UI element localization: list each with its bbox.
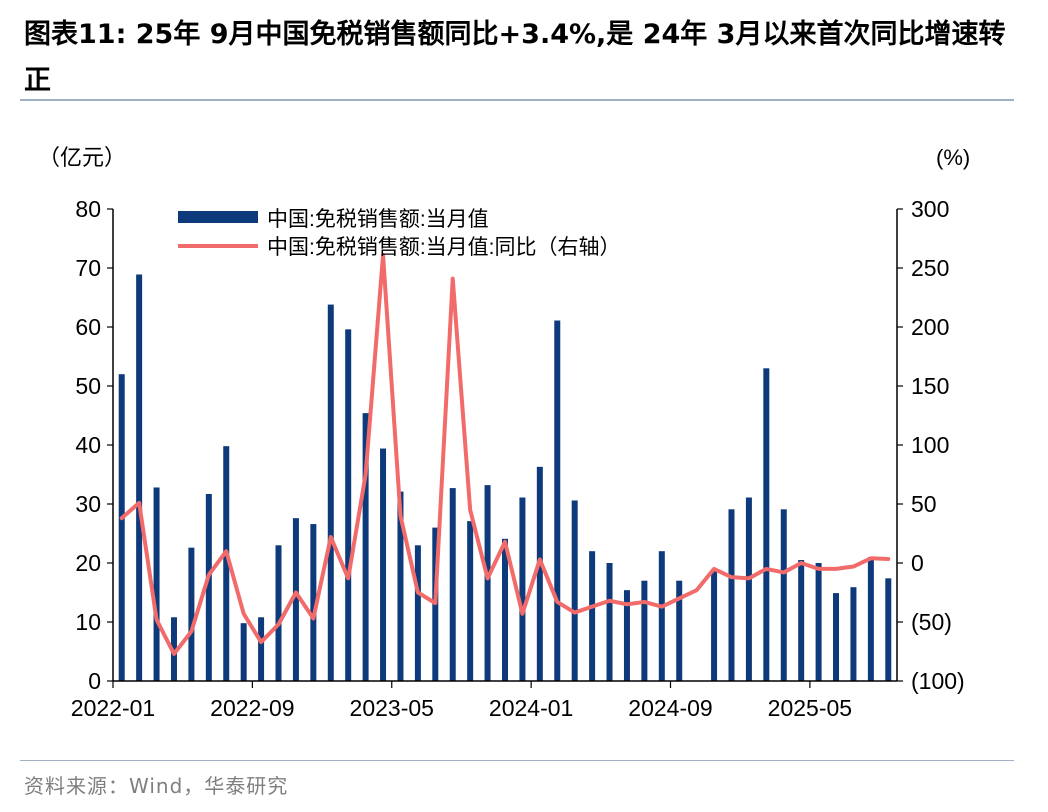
left-tick-label: 80	[75, 196, 101, 222]
legend-bar-swatch	[178, 211, 258, 223]
bar-2022-12	[310, 524, 317, 681]
left-axis-unit: （亿元）	[38, 145, 126, 170]
bar-2023-03	[362, 413, 369, 681]
bar-2025-01	[745, 497, 752, 681]
right-axis-unit: (%)	[936, 145, 970, 170]
legend-line-label: 中国:免税销售额:当月值:同比（右轴）	[267, 236, 621, 259]
bar-2022-10	[275, 545, 282, 681]
source-divider	[20, 760, 1014, 761]
bar-2025-03	[780, 509, 787, 681]
x-tick-label: 2025-05	[768, 695, 852, 721]
right-tick-label: 300	[911, 196, 949, 222]
x-tick-label: 2024-09	[628, 695, 712, 721]
left-tick-label: 40	[75, 432, 101, 458]
x-tick-label: 2022-01	[71, 695, 155, 721]
bar-2024-02	[554, 320, 561, 681]
bar-2024-08	[658, 551, 665, 681]
right-tick-label: 0	[911, 550, 924, 576]
right-tick-label: 250	[911, 255, 949, 281]
bar-2023-02	[345, 329, 352, 681]
bar-2023-05	[397, 491, 404, 681]
bar-2024-05	[606, 563, 613, 681]
bar-2022-08	[240, 623, 247, 681]
bar-2025-04	[798, 560, 805, 681]
x-tick-label: 2024-01	[489, 695, 573, 721]
left-tick-label: 20	[75, 550, 101, 576]
bar-2024-07	[641, 580, 648, 681]
right-tick-label: (100)	[911, 668, 965, 694]
chart-title: 图表11: 25年 9月中国免税销售额同比+3.4%,是 24年 3月以来首次同…	[24, 19, 1006, 96]
bar-2022-07	[223, 446, 230, 681]
right-tick-label: (50)	[911, 609, 952, 635]
left-tick-label: 0	[88, 668, 101, 694]
bar-2025-02	[763, 368, 770, 681]
bar-2023-01	[327, 304, 334, 681]
legend-bar-label: 中国:免税销售额:当月值	[267, 208, 489, 231]
bar-2025-09	[885, 578, 892, 681]
bar-2024-01	[536, 466, 543, 681]
bar-2024-12	[728, 509, 735, 681]
right-tick-label: 100	[911, 432, 949, 458]
left-tick-label: 50	[75, 373, 101, 399]
left-tick-label: 60	[75, 314, 101, 340]
bar-2022-11	[292, 518, 299, 681]
x-tick-label: 2022-09	[210, 695, 294, 721]
source-note: 资料来源：Wind，华泰研究	[24, 774, 289, 798]
bar-2024-03	[571, 500, 578, 681]
bar-2023-06	[414, 545, 421, 681]
bar-2025-05	[815, 563, 822, 681]
x-tick-label: 2023-05	[350, 695, 434, 721]
bar-2024-04	[589, 551, 596, 681]
bar-2024-11	[711, 568, 718, 681]
bar-2022-03	[153, 487, 160, 681]
left-tick-label: 30	[75, 491, 101, 517]
yoy-line	[119, 253, 891, 656]
left-tick-label: 10	[75, 609, 101, 635]
right-tick-label: 150	[911, 373, 949, 399]
bar-2024-09	[676, 580, 683, 681]
bar-2022-02	[136, 274, 143, 681]
bar-2022-04	[170, 617, 177, 681]
bar-2025-07	[850, 587, 857, 681]
bar-2023-08	[449, 488, 456, 681]
bar-2022-05	[188, 547, 195, 681]
bar-2024-06	[623, 590, 630, 681]
left-tick-label: 70	[75, 255, 101, 281]
right-tick-label: 50	[911, 491, 937, 517]
bar-2025-06	[833, 593, 840, 681]
bar-2023-10	[484, 485, 491, 681]
bar-2023-11	[502, 538, 508, 681]
bar-2025-08	[867, 557, 874, 681]
right-tick-label: 200	[911, 314, 949, 340]
bar-2023-12	[519, 497, 526, 681]
bar-2023-04	[380, 448, 387, 681]
bar-2022-06	[205, 493, 212, 681]
title-divider	[20, 99, 1014, 101]
bar-2022-01	[118, 374, 125, 681]
bar-2022-09	[258, 617, 265, 681]
bar-2023-09	[467, 521, 474, 681]
